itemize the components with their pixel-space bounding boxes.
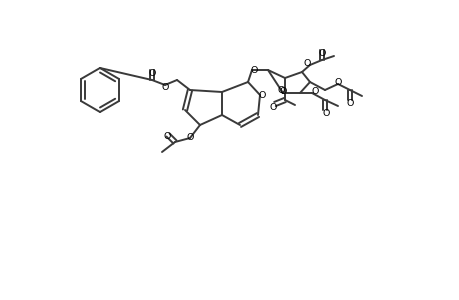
Text: O: O — [318, 49, 325, 58]
Text: O: O — [279, 86, 286, 95]
Text: O: O — [186, 133, 193, 142]
Text: O: O — [322, 109, 329, 118]
Text: O: O — [302, 58, 310, 68]
Text: O: O — [250, 65, 257, 74]
Text: O: O — [346, 98, 353, 107]
Text: O: O — [334, 77, 341, 86]
Text: O: O — [163, 131, 170, 140]
Text: O: O — [277, 85, 284, 94]
Text: O: O — [148, 68, 155, 77]
Text: O: O — [258, 91, 265, 100]
Text: O: O — [269, 103, 276, 112]
Text: O: O — [161, 82, 168, 91]
Text: O: O — [311, 86, 318, 95]
